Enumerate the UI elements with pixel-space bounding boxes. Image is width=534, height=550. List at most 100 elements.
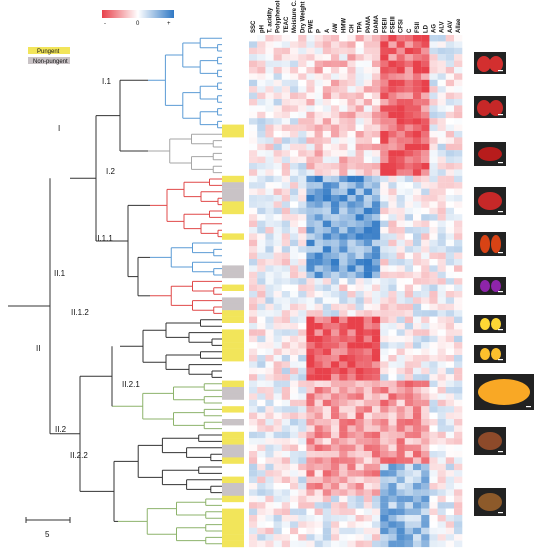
heatmap-cell [347, 374, 356, 381]
heatmap-cell [429, 175, 438, 183]
heatmap-cell [331, 118, 340, 125]
heatmap-cell [273, 73, 282, 80]
heatmap-cell [454, 374, 463, 381]
heatmap-cell [331, 54, 340, 61]
heatmap-cell [429, 355, 438, 362]
heatmap-cell [355, 329, 364, 336]
heatmap-cell [347, 233, 356, 240]
heatmap-cell [380, 463, 389, 471]
heatmap-cell [380, 195, 389, 202]
heatmap-cell [445, 41, 455, 48]
heatmap-cell [339, 406, 348, 413]
heatmap-cell [331, 457, 340, 464]
heatmap-cell [281, 361, 291, 368]
heatmap-cell [396, 150, 405, 157]
heatmap-cell [339, 431, 348, 439]
heatmap-cell [380, 476, 389, 484]
heatmap-cell [445, 35, 455, 42]
heatmap-cell [429, 457, 438, 464]
heatmap-cell [396, 457, 405, 464]
column-header: Polyphenols [276, 0, 282, 33]
heatmap-cell [413, 220, 422, 228]
heatmap-cell [314, 79, 323, 87]
heatmap-cell [290, 335, 299, 343]
pungency-cell [222, 291, 244, 298]
heatmap-cell [454, 175, 463, 183]
heatmap-cell [404, 508, 414, 516]
heatmap-cell [388, 284, 397, 292]
pungency-strip [222, 35, 244, 548]
heatmap-cell [445, 111, 455, 119]
heatmap-cell [249, 239, 258, 247]
heatmap-cell [355, 502, 364, 509]
heatmap-cell [281, 495, 291, 503]
heatmap-cell [429, 444, 438, 452]
heatmap-cell [445, 156, 455, 164]
heatmap-cell [388, 60, 397, 68]
heatmap-cell [388, 515, 397, 522]
heatmap-cell [404, 143, 414, 151]
heatmap-cell [355, 54, 364, 61]
heatmap-cell [298, 265, 307, 272]
pepper-fruit [491, 348, 501, 360]
heatmap-cell [339, 361, 348, 368]
heatmap-cell [249, 284, 258, 292]
heatmap-cell [306, 329, 315, 336]
heatmap-cell [281, 259, 291, 266]
heatmap-cell [257, 79, 266, 87]
heatmap-cell [273, 431, 282, 439]
heatmap-cell [314, 143, 323, 151]
heatmap-cell [265, 284, 274, 292]
heatmap-cell [281, 41, 291, 48]
heatmap-cell [380, 329, 389, 336]
heatmap-cell [454, 67, 463, 74]
heatmap-cell [339, 92, 348, 100]
heatmap-cell [257, 284, 266, 292]
heatmap-cell [290, 54, 299, 61]
heatmap-cell [413, 239, 422, 247]
heatmap-cell [454, 259, 463, 266]
heatmap-cell [347, 316, 356, 324]
heatmap-cell [249, 329, 258, 336]
heatmap-cell [298, 47, 307, 55]
pungency-cell [222, 444, 244, 452]
heatmap-cell [429, 540, 438, 548]
heatmap-cell [396, 361, 405, 368]
heatmap-cell [281, 310, 291, 317]
heatmap-cell [396, 182, 405, 189]
heatmap-cell [388, 86, 397, 93]
heatmap-cell [429, 259, 438, 266]
heatmap-cell [314, 303, 323, 311]
heatmap-cell [339, 131, 348, 138]
heatmap-cell [388, 118, 397, 125]
heatmap-cell [314, 540, 323, 548]
scale-bar-label: 5 [45, 530, 50, 539]
heatmap-cell [306, 201, 315, 208]
heatmap-cell [421, 367, 430, 375]
heatmap-cell [363, 508, 373, 516]
heatmap-cell [388, 476, 397, 484]
heatmap-cell [396, 367, 405, 375]
heatmap-cell [306, 47, 315, 55]
heatmap-cell [380, 265, 389, 272]
heatmap-cell [396, 169, 405, 176]
heatmap-cell [249, 182, 258, 189]
pepper-fruit [478, 192, 502, 210]
heatmap-cell [372, 399, 381, 407]
heatmap-cell [290, 73, 299, 80]
heatmap-cell [363, 470, 373, 477]
heatmap-cell [404, 137, 414, 144]
heatmap-cell [413, 310, 422, 317]
heatmap-cell [298, 137, 307, 144]
heatmap-cell [355, 111, 364, 119]
heatmap-cell [347, 150, 356, 157]
heatmap-cell [396, 431, 405, 439]
heatmap-cell [331, 502, 340, 509]
heatmap-cell [454, 79, 463, 87]
heatmap-cell [404, 463, 414, 471]
heatmap-cell [355, 188, 364, 196]
heatmap-cell [396, 521, 405, 528]
pungency-cell [222, 431, 244, 439]
heatmap-cell [281, 476, 291, 484]
heatmap-cell [445, 489, 455, 496]
